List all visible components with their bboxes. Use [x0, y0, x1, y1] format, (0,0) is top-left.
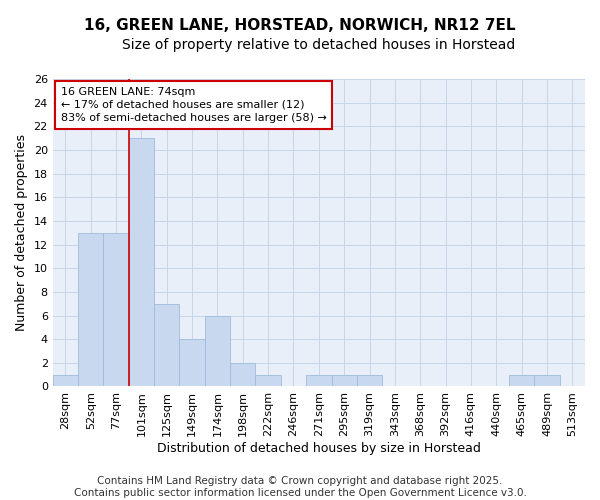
- Bar: [53, 374, 78, 386]
- Bar: [103, 233, 129, 386]
- Text: 16, GREEN LANE, HORSTEAD, NORWICH, NR12 7EL: 16, GREEN LANE, HORSTEAD, NORWICH, NR12 …: [84, 18, 516, 32]
- Bar: [179, 339, 205, 386]
- X-axis label: Distribution of detached houses by size in Horstead: Distribution of detached houses by size …: [157, 442, 481, 455]
- Bar: [230, 363, 256, 386]
- Bar: [357, 374, 382, 386]
- Bar: [205, 316, 230, 386]
- Bar: [154, 304, 179, 386]
- Title: Size of property relative to detached houses in Horstead: Size of property relative to detached ho…: [122, 38, 515, 52]
- Bar: [332, 374, 357, 386]
- Bar: [306, 374, 332, 386]
- Y-axis label: Number of detached properties: Number of detached properties: [15, 134, 28, 332]
- Bar: [509, 374, 535, 386]
- Text: Contains HM Land Registry data © Crown copyright and database right 2025.
Contai: Contains HM Land Registry data © Crown c…: [74, 476, 526, 498]
- Text: 16 GREEN LANE: 74sqm
← 17% of detached houses are smaller (12)
83% of semi-detac: 16 GREEN LANE: 74sqm ← 17% of detached h…: [61, 86, 326, 123]
- Bar: [535, 374, 560, 386]
- Bar: [129, 138, 154, 386]
- Bar: [256, 374, 281, 386]
- Bar: [78, 233, 103, 386]
